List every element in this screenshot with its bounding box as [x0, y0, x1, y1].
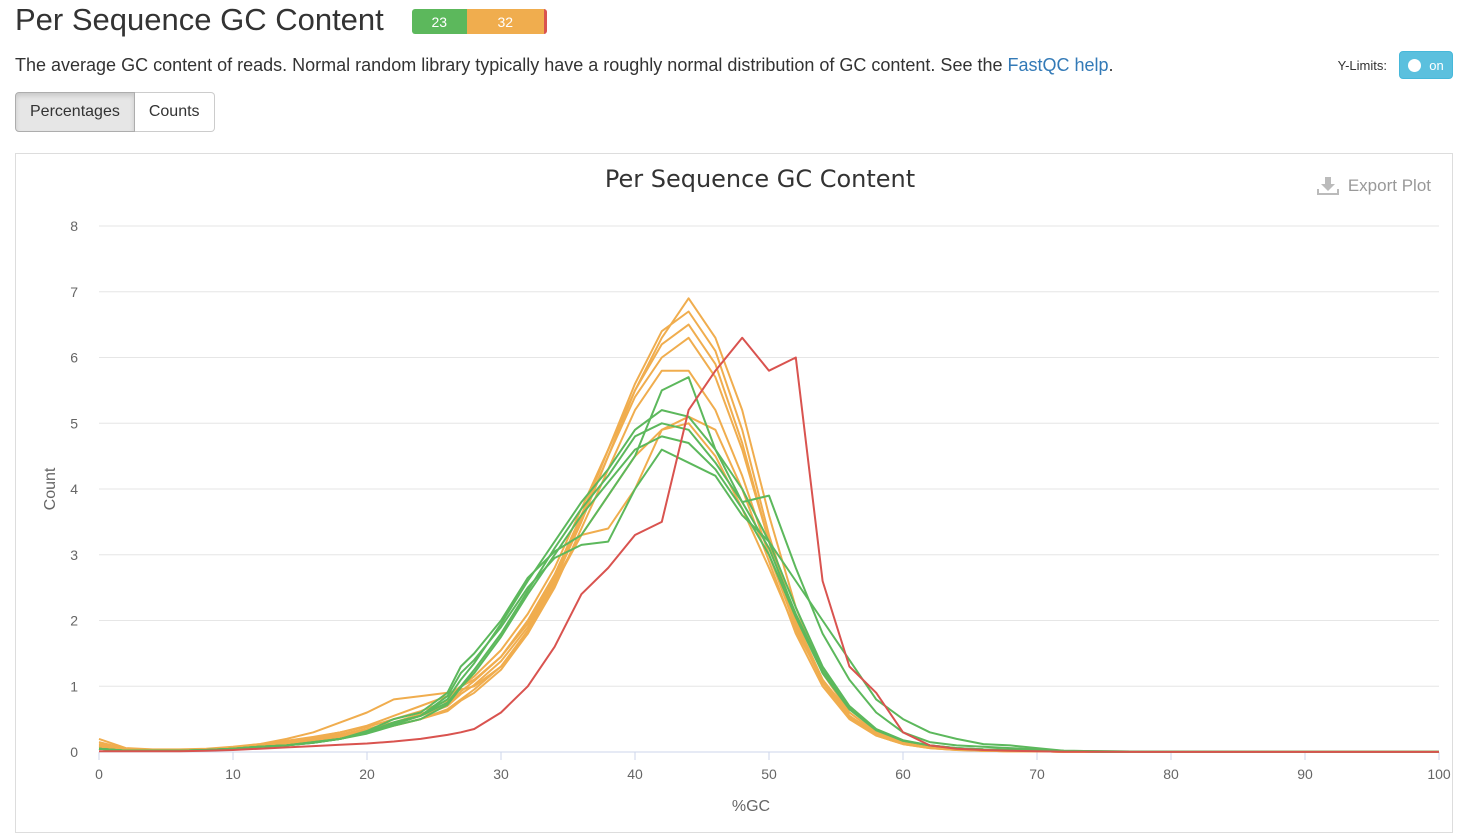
export-plot-button[interactable]: Export Plot	[1316, 176, 1431, 196]
status-warn-badge[interactable]: 32	[466, 9, 544, 34]
series-line-pass	[98, 422, 1439, 753]
x-tick-label: 60	[895, 766, 911, 782]
x-tick-label: 50	[761, 766, 777, 782]
fastqc-help-link[interactable]: FastQC help	[1007, 55, 1109, 75]
series-line-pass	[98, 409, 1439, 753]
x-tick-label: 90	[1297, 766, 1313, 782]
chart-title: Per Sequence GC Content	[605, 165, 915, 193]
percentages-button[interactable]: Percentages	[15, 92, 135, 132]
x-tick-label: 0	[95, 766, 103, 782]
status-bar: 23 32	[411, 9, 547, 34]
description-text: The average GC content of reads. Normal …	[15, 55, 1008, 75]
y-tick-label: 6	[70, 350, 78, 366]
counts-button[interactable]: Counts	[134, 92, 215, 132]
series-line-pass	[98, 448, 1439, 753]
series-line-warn	[98, 415, 1439, 753]
section-description: The average GC content of reads. Normal …	[15, 52, 1114, 78]
data-mode-buttons: Percentages Counts	[15, 92, 215, 132]
series-line-fail	[99, 336, 1439, 753]
ylimits-label: Y-Limits:	[1337, 57, 1387, 73]
plot-container: 0 1 2 3 4 5 6 7 8 0 10 20 30 40 50 60 70 80 90 100 Per Seque…	[15, 153, 1453, 833]
x-tick-label: 100	[1427, 766, 1451, 782]
x-tick-label: 20	[359, 766, 375, 782]
y-axis-label: Count	[42, 467, 59, 510]
x-tick-label: 30	[493, 766, 509, 782]
y-tick-label: 1	[70, 678, 78, 694]
ylimits-toggle-label: on	[1429, 57, 1444, 73]
ylimits-toggle[interactable]: on	[1399, 51, 1453, 79]
description-end: .	[1108, 55, 1114, 75]
y-tick-label: 8	[70, 218, 78, 234]
y-tick-label: 5	[70, 415, 78, 431]
export-plot-label: Export Plot	[1347, 176, 1431, 195]
status-pass-badge[interactable]: 23	[411, 9, 467, 34]
y-tick-label: 0	[70, 744, 78, 760]
x-tick-label: 80	[1163, 766, 1179, 782]
x-tick-label: 10	[225, 766, 241, 782]
header: Per Sequence GC Content 23 32	[15, 0, 547, 40]
x-tick-label: 70	[1029, 766, 1045, 782]
x-tick-label: 40	[627, 766, 643, 782]
y-tick-label: 3	[70, 547, 78, 563]
y-tick-label: 7	[70, 284, 78, 300]
ylimits-control: Y-Limits: on	[1338, 51, 1453, 79]
y-tick-label: 2	[70, 613, 78, 629]
status-fail-badge[interactable]	[543, 9, 547, 34]
series-line-warn	[98, 297, 1439, 753]
y-tick-label: 4	[70, 481, 78, 497]
x-axis-label: %GC	[732, 798, 770, 815]
page-title: Per Sequence GC Content	[15, 2, 384, 37]
series-line-pass	[98, 435, 1439, 753]
toggle-knob-icon	[1408, 58, 1422, 72]
series-line-pass	[98, 376, 1439, 753]
series-line-warn	[98, 422, 1439, 753]
download-icon	[1316, 177, 1339, 195]
